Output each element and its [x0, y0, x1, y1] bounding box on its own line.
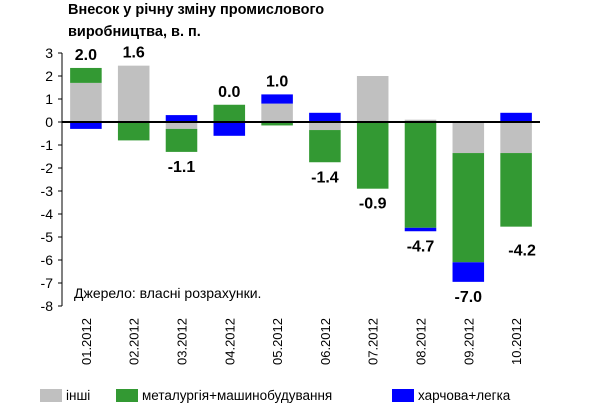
legend-swatch-other [40, 389, 62, 402]
data-label-total: -0.9 [359, 196, 387, 213]
data-label-total: -4.7 [407, 238, 435, 255]
y-tick-label: 3 [45, 45, 53, 61]
x-tick-label: 10.2012 [509, 318, 524, 365]
data-label-total: -1.1 [168, 159, 196, 176]
chart-title-line-2: виробництва, в. п. [68, 24, 201, 40]
bar-segment [261, 103, 293, 122]
x-tick-label: 05.2012 [270, 318, 285, 365]
legend-label-food-light: харчова+легка [418, 388, 511, 403]
bar-segment [356, 76, 389, 122]
y-tick-label: -5 [41, 229, 54, 245]
x-tick-label: 04.2012 [222, 318, 237, 365]
chart-title-line-1: Внесок у річну зміну промислового [68, 2, 325, 18]
y-tick-label: -2 [41, 160, 54, 176]
data-label-total: -7.0 [455, 289, 483, 306]
legend-label-other: інші [66, 388, 91, 403]
bar-segment [117, 65, 150, 122]
legend-item-metallurgy: металургія+машинобудування [116, 388, 332, 403]
y-tick-label: -3 [41, 183, 54, 199]
bar-segment [309, 130, 341, 163]
bar-segment [70, 82, 102, 122]
bar-segment [117, 122, 150, 141]
legend-item-other: інші [40, 388, 90, 403]
bar-segment [165, 115, 198, 122]
bar-segment [404, 227, 437, 232]
x-tick-label: 07.2012 [366, 318, 381, 365]
data-label-total: 1.0 [266, 73, 288, 90]
y-tick-label: -7 [41, 275, 54, 291]
bar-segment [213, 104, 246, 122]
bar-segment [261, 94, 293, 104]
source-annotation: Джерело: власні розрахунки. [74, 285, 261, 301]
bar-segment [261, 122, 293, 126]
x-tick-label: 06.2012 [318, 318, 333, 365]
x-tick-label: 03.2012 [175, 318, 190, 365]
bar-segment [213, 122, 246, 136]
chart-title: Внесок у річну зміну промислового виробн… [68, 0, 468, 43]
y-tick-label: -6 [41, 252, 54, 268]
bar-segment [452, 262, 485, 282]
bar-segment [70, 67, 102, 83]
chart-legend: інші металургія+машинобудування харчова+… [0, 388, 590, 410]
bar-segment [309, 122, 341, 131]
bar-segment [500, 122, 532, 154]
y-tick-label: -1 [41, 137, 54, 153]
y-tick-label: 1 [45, 91, 53, 107]
y-tick-label: 0 [45, 114, 53, 130]
bar-segment [500, 153, 532, 227]
bar-segment [404, 122, 437, 228]
bar-segment [356, 122, 389, 189]
data-label-total: 2.0 [75, 47, 97, 64]
data-label-total: -1.4 [311, 169, 339, 186]
legend-item-food-light: харчова+легка [392, 388, 510, 403]
bar-segment [452, 153, 485, 263]
data-label-total: 1.6 [123, 45, 145, 62]
data-label-total: 0.0 [218, 84, 240, 101]
legend-swatch-food-light [392, 389, 414, 402]
bar-segment [404, 119, 437, 122]
x-tick-label: 08.2012 [414, 318, 429, 365]
bar-segment [165, 122, 198, 129]
x-tick-label: 01.2012 [79, 318, 94, 365]
stacked-bar-chart: 3 2 1 0 -1 -2 -3 -4 -5 -6 -7 -8 2.0 1.6 -1.1 0.0 1.0 -1.4… [41, 45, 540, 365]
bar-segment [500, 112, 532, 122]
legend-label-metallurgy: металургія+машинобудування [142, 388, 333, 403]
y-tick-label: -8 [41, 298, 54, 314]
x-tick-label: 09.2012 [461, 318, 476, 365]
y-tick-label: 2 [45, 68, 53, 84]
bar-segment [452, 122, 485, 154]
bar-segment [165, 128, 198, 152]
data-label-total: -4.2 [508, 242, 536, 259]
bar-segment [309, 112, 341, 122]
bar-segment [70, 122, 102, 129]
y-tick-label: -4 [41, 206, 54, 222]
legend-swatch-metallurgy [116, 389, 138, 402]
x-tick-label: 02.2012 [127, 318, 142, 365]
